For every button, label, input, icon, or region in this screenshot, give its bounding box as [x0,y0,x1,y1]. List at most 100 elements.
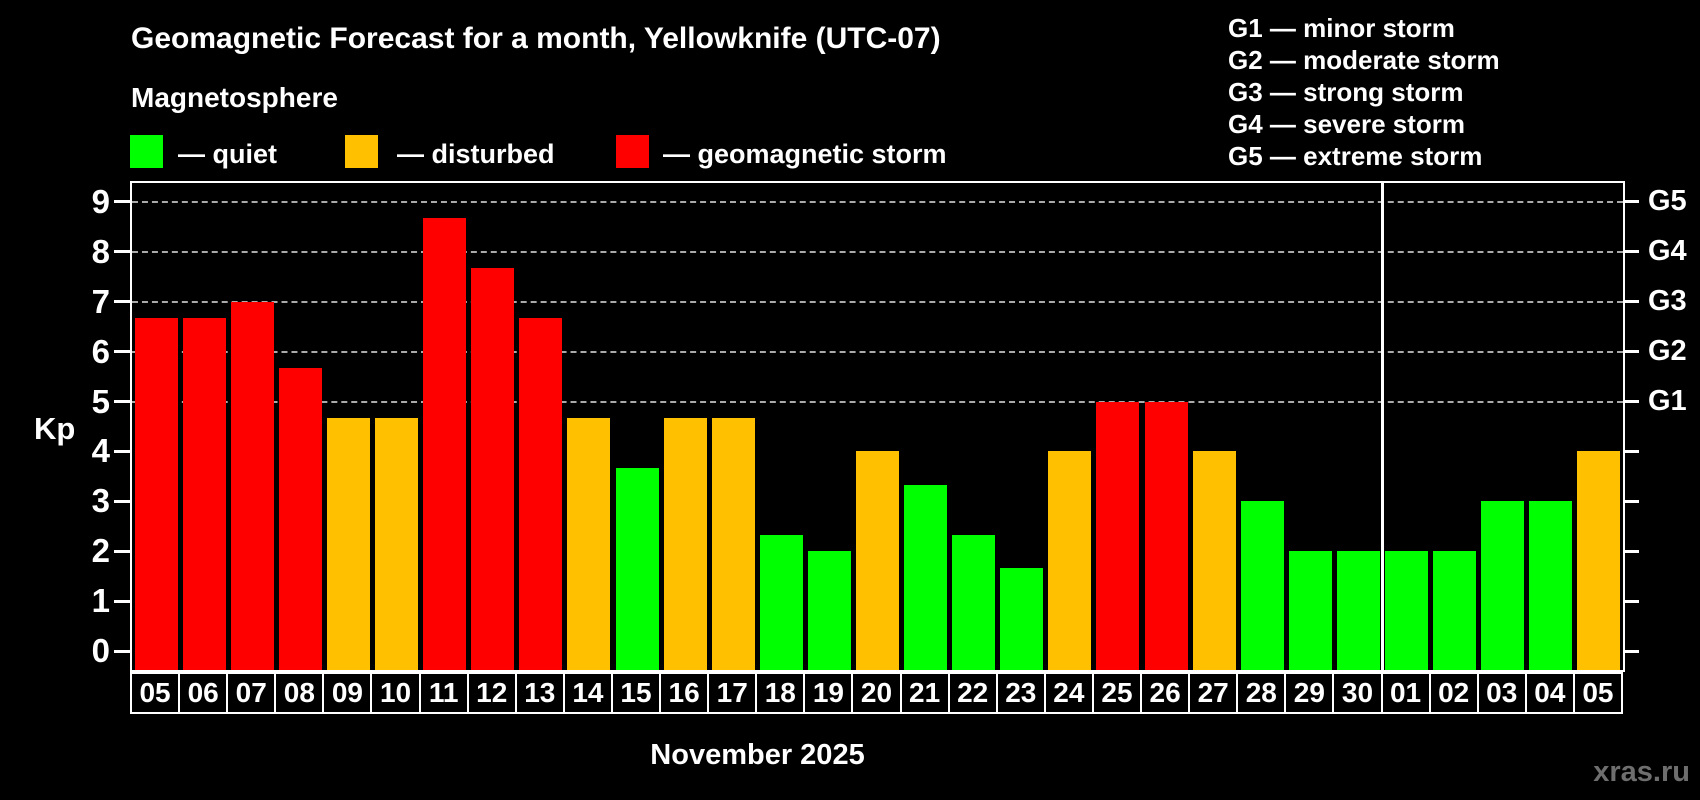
month-separator-line [1381,183,1385,670]
kp-bar [182,318,226,670]
kp-bar [759,534,803,670]
kp-axis-title: Kp [34,411,76,446]
kp-bar [326,418,370,670]
date-cell: 05 [130,672,181,714]
kp-bar [423,218,467,670]
storm-swatch [616,135,649,168]
date-cell: 22 [947,672,998,714]
quiet-swatch [130,135,163,168]
date-cell: 17 [707,672,758,714]
kp-bar [615,467,659,670]
date-cell: 28 [1236,672,1287,714]
kp-tick-label: 6 [91,332,110,370]
kp-tick-right [1623,250,1639,254]
storm-legend-label: — geomagnetic storm [663,139,947,169]
date-cell: 29 [1284,672,1335,714]
date-cell: 02 [1428,672,1479,714]
gridline-kp9 [132,200,1623,203]
kp-tick-right [1623,499,1639,503]
kp-tick-right [1623,649,1639,653]
storm-scale-item-g1: G1 — minor storm [1228,13,1455,43]
kp-tick-label: 8 [91,232,110,270]
kp-bar [471,268,515,670]
kp-tick-left [114,549,130,553]
kp-bar [1336,551,1380,670]
date-cell: 15 [610,672,662,714]
watermark: xras.ru [1593,756,1690,788]
g-level-label-g1: G1 [1648,384,1687,417]
kp-bar [519,318,563,670]
kp-tick-label: 2 [91,532,110,570]
month-label: November 2025 [650,739,865,771]
kp-bar [1144,401,1188,670]
date-cell: 27 [1188,672,1239,714]
date-cell: 05 [1572,672,1623,714]
date-cell: 08 [274,672,325,714]
date-cell: 24 [1043,672,1094,714]
date-cell: 30 [1332,672,1383,714]
storm-scale-item-g2: G2 — moderate storm [1228,45,1500,75]
g-level-label-g5: G5 [1648,184,1687,217]
kp-tick-left [114,499,130,503]
kp-tick-label: 1 [91,582,110,620]
kp-tick-left [114,200,130,204]
quiet-legend-label: — quiet [178,139,277,169]
kp-tick-right [1623,200,1639,204]
kp-bar [134,318,178,670]
storm-scale-item-g5: G5 — extreme storm [1228,141,1483,171]
g-level-label-g3: G3 [1648,284,1687,317]
date-cell: 23 [995,672,1046,714]
date-cell: 12 [466,672,517,714]
kp-bar [567,418,611,670]
kp-tick-label: 7 [91,282,110,320]
kp-tick-label: 3 [91,482,110,520]
date-cell: 25 [1091,672,1143,714]
g-level-label-g2: G2 [1648,334,1687,367]
date-cell: 07 [226,672,277,714]
storm-scale-legend: G1 — minor storm G2 — moderate storm G3 … [1228,12,1500,172]
gridline-kp7 [132,300,1623,303]
date-cell: 01 [1380,672,1431,714]
kp-bar [1481,501,1525,670]
kp-tick-left [114,300,130,304]
kp-tick-label: 9 [91,182,110,220]
kp-bar [904,484,948,670]
date-cell: 09 [322,672,373,714]
kp-tick-left [114,350,130,354]
date-cell: 04 [1524,672,1575,714]
kp-bar [1096,401,1140,670]
kp-bar [278,368,322,670]
disturbed-legend-label: — disturbed [397,139,555,169]
date-cell: 06 [178,672,229,714]
kp-bar [375,418,419,670]
date-cell: 16 [659,672,710,714]
kp-tick-right [1623,400,1639,404]
date-cell: 21 [899,672,950,714]
kp-bar [1385,551,1429,670]
date-cell: 20 [851,672,902,714]
kp-tick-right [1623,449,1639,453]
chart-title: Geomagnetic Forecast for a month, Yellow… [131,22,941,55]
date-cell: 13 [514,672,565,714]
storm-scale-item-g4: G4 — severe storm [1228,109,1466,139]
kp-bar [1529,501,1573,670]
kp-bar [663,418,707,670]
kp-bar [230,301,274,670]
kp-bar [952,534,996,670]
date-cell: 19 [803,672,854,714]
kp-bar [856,451,899,670]
kp-bar [807,551,851,670]
kp-bar [1433,551,1477,670]
kp-bar [711,418,755,670]
kp-tick-right [1623,350,1639,354]
magnetosphere-label: Magnetosphere [131,82,338,113]
plot-area [130,181,1625,672]
kp-bar [1240,501,1284,670]
kp-tick-right [1623,599,1639,603]
kp-bar [1577,451,1621,670]
gridline-kp6 [132,350,1623,353]
date-cell: 10 [370,672,421,714]
kp-bar [1288,551,1332,670]
kp-tick-left [114,400,130,404]
